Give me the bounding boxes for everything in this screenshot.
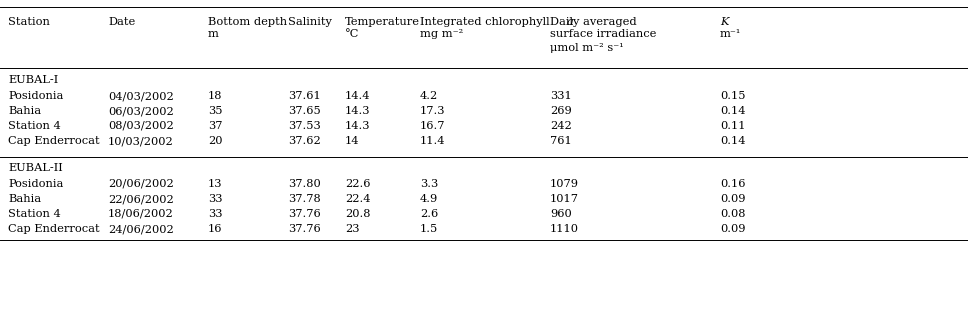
Text: Daily averaged: Daily averaged (550, 17, 637, 27)
Text: 18/06/2002: 18/06/2002 (108, 209, 173, 219)
Text: 23: 23 (345, 224, 359, 234)
Text: Posidonia: Posidonia (8, 179, 63, 189)
Text: 10/03/2002: 10/03/2002 (108, 136, 173, 146)
Text: 269: 269 (550, 106, 572, 116)
Text: 22/06/2002: 22/06/2002 (108, 194, 173, 204)
Text: 16: 16 (208, 224, 223, 234)
Text: Station: Station (8, 17, 50, 27)
Text: 14.4: 14.4 (345, 91, 371, 101)
Text: Cap Enderrocat: Cap Enderrocat (8, 224, 100, 234)
Text: 37.53: 37.53 (288, 121, 320, 131)
Text: 0.14: 0.14 (720, 136, 745, 146)
Text: m: m (208, 29, 219, 39)
Text: 1110: 1110 (550, 224, 579, 234)
Text: μmol m⁻² s⁻¹: μmol m⁻² s⁻¹ (550, 43, 623, 53)
Text: 04/03/2002: 04/03/2002 (108, 91, 173, 101)
Text: Date: Date (108, 17, 136, 27)
Text: 33: 33 (208, 194, 223, 204)
Text: 1.5: 1.5 (420, 224, 439, 234)
Text: EUBAL-I: EUBAL-I (8, 75, 58, 85)
Text: 17.3: 17.3 (420, 106, 445, 116)
Text: Cap Enderrocat: Cap Enderrocat (8, 136, 100, 146)
Text: 14.3: 14.3 (345, 106, 371, 116)
Text: 37.80: 37.80 (288, 179, 320, 189)
Text: 242: 242 (550, 121, 572, 131)
Text: Salinity: Salinity (288, 17, 332, 27)
Text: Station 4: Station 4 (8, 209, 61, 219)
Text: 35: 35 (208, 106, 223, 116)
Text: 37: 37 (208, 121, 223, 131)
Text: Posidonia: Posidonia (8, 91, 63, 101)
Text: Bahia: Bahia (8, 194, 41, 204)
Text: 37.78: 37.78 (288, 194, 320, 204)
Text: 08/03/2002: 08/03/2002 (108, 121, 173, 131)
Text: 0.09: 0.09 (720, 224, 745, 234)
Text: EUBAL-II: EUBAL-II (8, 163, 63, 173)
Text: a: a (566, 17, 573, 27)
Text: 960: 960 (550, 209, 572, 219)
Text: 14: 14 (345, 136, 359, 146)
Text: 0.14: 0.14 (720, 106, 745, 116)
Text: 16.7: 16.7 (420, 121, 445, 131)
Text: 37.61: 37.61 (288, 91, 320, 101)
Text: 18: 18 (208, 91, 223, 101)
Text: 4.9: 4.9 (420, 194, 439, 204)
Text: surface irradiance: surface irradiance (550, 29, 656, 39)
Text: 14.3: 14.3 (345, 121, 371, 131)
Text: Bahia: Bahia (8, 106, 41, 116)
Text: 06/03/2002: 06/03/2002 (108, 106, 173, 116)
Text: 11.4: 11.4 (420, 136, 445, 146)
Text: 1017: 1017 (550, 194, 579, 204)
Text: 0.08: 0.08 (720, 209, 745, 219)
Text: 37.76: 37.76 (288, 209, 320, 219)
Text: 24/06/2002: 24/06/2002 (108, 224, 173, 234)
Text: Bottom depth: Bottom depth (208, 17, 287, 27)
Text: 37.62: 37.62 (288, 136, 320, 146)
Text: Station 4: Station 4 (8, 121, 61, 131)
Text: 20: 20 (208, 136, 223, 146)
Text: 0.16: 0.16 (720, 179, 745, 189)
Text: 0.11: 0.11 (720, 121, 745, 131)
Text: 22.4: 22.4 (345, 194, 371, 204)
Text: 0.15: 0.15 (720, 91, 745, 101)
Text: 331: 331 (550, 91, 572, 101)
Text: 33: 33 (208, 209, 223, 219)
Text: 20.8: 20.8 (345, 209, 371, 219)
Text: 0.09: 0.09 (720, 194, 745, 204)
Text: 4.2: 4.2 (420, 91, 439, 101)
Text: 13: 13 (208, 179, 223, 189)
Text: 37.76: 37.76 (288, 224, 320, 234)
Text: mg m⁻²: mg m⁻² (420, 29, 464, 39)
Text: m⁻¹: m⁻¹ (720, 29, 741, 39)
Text: 22.6: 22.6 (345, 179, 371, 189)
Text: 20/06/2002: 20/06/2002 (108, 179, 173, 189)
Text: 2.6: 2.6 (420, 209, 439, 219)
Text: K: K (720, 17, 729, 27)
Text: Temperature: Temperature (345, 17, 420, 27)
Text: 3.3: 3.3 (420, 179, 439, 189)
Text: 1079: 1079 (550, 179, 579, 189)
Text: 761: 761 (550, 136, 572, 146)
Text: 37.65: 37.65 (288, 106, 320, 116)
Text: °C: °C (345, 29, 359, 39)
Text: Integrated chlorophyll: Integrated chlorophyll (420, 17, 554, 27)
